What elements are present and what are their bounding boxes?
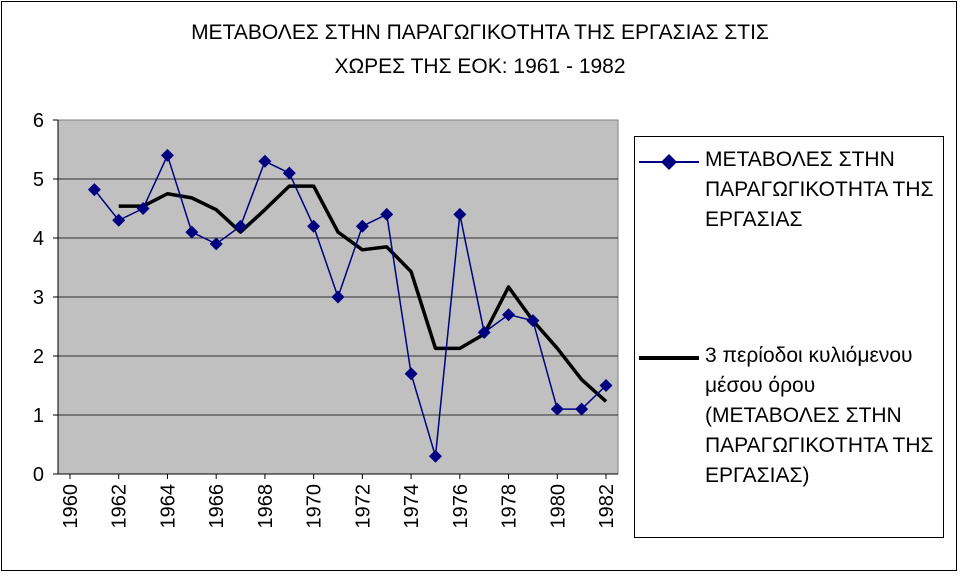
line-chart: 0 1 2 3 4 5 6 1960 1962 1964 1966 1968 1970 1972 1974 1… [33, 110, 619, 529]
y-tick-label-1: 1 [33, 405, 44, 427]
data-point-1980 [550, 402, 564, 416]
data-point-1973 [380, 207, 394, 221]
data-point-1981 [575, 402, 589, 416]
x-tick-label-1972: 1972 [352, 484, 374, 529]
x-tick-label-1968: 1968 [255, 484, 277, 529]
x-tick-label-1960: 1960 [60, 484, 82, 529]
x-tick-label-1982: 1982 [596, 484, 618, 529]
x-tick-label-1980: 1980 [547, 484, 569, 529]
data-point-1969 [282, 166, 296, 180]
data-point-1979 [526, 314, 540, 328]
x-tick-label-1964: 1964 [157, 484, 179, 529]
data-point-1971 [331, 290, 345, 304]
data-point-1961 [87, 183, 101, 197]
y-tick-label-0: 0 [33, 464, 44, 486]
chart-subtitle: ΧΩΡΕΣ ΤΗΣ ΕΟΚ: 1961 - 1982 [334, 55, 626, 78]
data-point-1976 [453, 207, 467, 221]
data-point-1966 [209, 237, 223, 251]
x-tick-label-1974: 1974 [401, 484, 423, 529]
x-tick-label-1978: 1978 [499, 484, 521, 529]
x-tick-label-1976: 1976 [450, 484, 472, 529]
data-point-1962 [112, 213, 126, 227]
data-point-1963 [136, 202, 150, 215]
data-point-1977 [477, 325, 491, 339]
y-tick-label-2: 2 [33, 346, 44, 368]
x-tick-label-1966: 1966 [206, 484, 228, 529]
data-point-1978 [502, 308, 516, 322]
chart-title: ΜΕΤΑΒΟΛΕΣ ΣΤΗΝ ΠΑΡΑΓΩΓΙΚΟΤΗΤΑ ΤΗΣ ΕΡΓΑΣΙ… [191, 21, 769, 44]
data-point-1968 [258, 154, 272, 168]
legend-marker-series-1 [639, 154, 699, 170]
legend-label-series-2: 3 περίοδοι κυλιόμενου μέσου όρου (ΜΕΤΑΒΟ… [705, 344, 934, 487]
series-moving-average-line [118, 184, 608, 403]
legend-marker-series-2 [639, 356, 699, 360]
data-point-1975 [428, 449, 442, 463]
series-productivity-line [93, 153, 607, 457]
y-tick-label-4: 4 [33, 228, 44, 250]
y-tick-label-3: 3 [33, 287, 44, 309]
data-point-1982 [599, 379, 613, 392]
legend-label-series-1: ΜΕΤΑΒΟΛΕΣ ΣΤΗΝ ΠΑΡΑΓΩΓΙΚΟΤΗΤΑ ΤΗΣ ΕΡΓΑΣΙ… [705, 148, 934, 231]
y-tick-label-6: 6 [33, 110, 44, 132]
x-tick-label-1962: 1962 [109, 484, 131, 529]
data-point-1965 [185, 225, 199, 239]
data-point-1964 [160, 148, 174, 162]
data-point-1972 [355, 219, 369, 233]
data-point-1974 [404, 367, 418, 381]
y-tick-label-5: 5 [33, 169, 44, 191]
legend: ΜΕΤΑΒΟΛΕΣ ΣΤΗΝ ΠΑΡΑΓΩΓΙΚΟΤΗΤΑ ΤΗΣ ΕΡΓΑΣΙ… [634, 136, 944, 538]
data-point-1967 [234, 219, 248, 233]
data-point-1970 [307, 219, 321, 233]
x-tick-label-1970: 1970 [304, 484, 326, 529]
